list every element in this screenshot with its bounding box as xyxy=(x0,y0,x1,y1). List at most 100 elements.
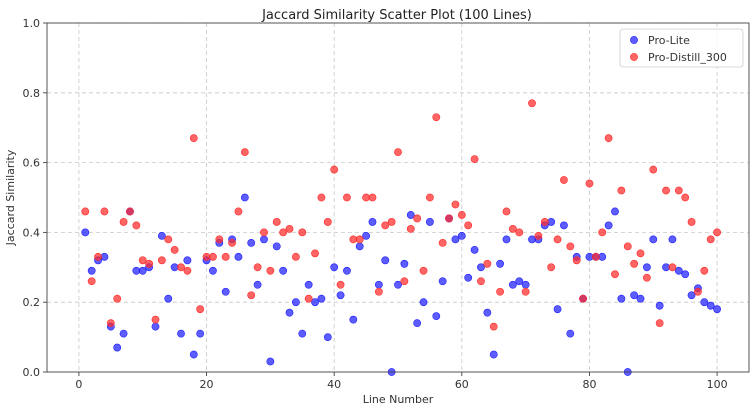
data-point xyxy=(164,235,173,244)
legend: Pro-Lite Pro-Distill_300 xyxy=(619,28,744,68)
data-point xyxy=(611,270,619,279)
x-tick-label: 20 xyxy=(200,378,214,391)
data-point xyxy=(311,298,319,307)
data-point xyxy=(355,242,364,251)
data-point xyxy=(560,221,568,230)
data-point xyxy=(138,256,147,265)
chart-title: Jaccard Similarity Scatter Plot (100 Lin… xyxy=(261,8,532,23)
data-point xyxy=(368,218,377,226)
data-point xyxy=(94,252,102,261)
data-point xyxy=(209,252,217,261)
data-point xyxy=(266,357,275,366)
data-point xyxy=(687,218,696,226)
data-point xyxy=(496,287,505,296)
data-point xyxy=(630,259,639,268)
data-point xyxy=(177,263,185,272)
data-point xyxy=(713,228,721,237)
data-point xyxy=(534,231,543,240)
data-point xyxy=(374,287,383,296)
y-tick-label: 1.0 xyxy=(23,17,41,30)
data-point xyxy=(585,179,594,188)
data-point xyxy=(209,266,217,275)
data-point xyxy=(706,235,715,244)
data-point xyxy=(87,266,96,275)
legend-label: Pro-Lite xyxy=(648,34,690,47)
data-point xyxy=(374,280,383,289)
data-point xyxy=(694,287,702,296)
data-point xyxy=(591,252,600,261)
data-point xyxy=(349,315,358,324)
data-point xyxy=(445,214,453,223)
data-point xyxy=(343,193,351,202)
data-point xyxy=(617,186,626,195)
data-point xyxy=(451,200,460,209)
data-point xyxy=(81,207,90,216)
data-point xyxy=(547,263,556,272)
data-point xyxy=(521,280,530,289)
data-point xyxy=(687,291,696,300)
data-point xyxy=(145,259,154,268)
data-point xyxy=(406,211,415,219)
data-point xyxy=(662,186,670,195)
x-tick-label: 0 xyxy=(75,378,82,391)
data-point xyxy=(387,218,396,226)
y-tick-label: 0.6 xyxy=(23,157,41,170)
data-point xyxy=(579,294,587,303)
y-axis-label: Jaccard Similarity xyxy=(4,149,17,246)
data-point xyxy=(713,305,721,314)
data-point xyxy=(157,231,166,240)
data-point xyxy=(240,148,249,157)
data-point xyxy=(394,148,402,157)
data-point xyxy=(285,308,294,317)
data-point xyxy=(234,207,243,216)
data-point xyxy=(196,329,205,338)
data-point xyxy=(291,252,300,261)
data-point xyxy=(253,263,262,272)
axis-ticks: 0 20 40 60 80 100 0.0 0.2 0.4 0.6 0.8 1.0 xyxy=(23,17,728,391)
data-point xyxy=(438,238,447,247)
data-point xyxy=(221,252,230,261)
data-point xyxy=(560,176,568,184)
data-point xyxy=(189,350,198,359)
data-point xyxy=(521,287,530,296)
data-point xyxy=(432,312,441,321)
data-point xyxy=(636,249,645,258)
data-point xyxy=(489,350,498,359)
data-point xyxy=(438,277,447,286)
data-point xyxy=(330,263,339,272)
data-point xyxy=(151,322,160,331)
data-point xyxy=(260,235,268,244)
data-point xyxy=(649,165,658,174)
data-point xyxy=(413,214,422,223)
data-point xyxy=(655,319,664,328)
series-1 xyxy=(81,193,721,376)
y-tick-label: 0.0 xyxy=(23,366,41,379)
x-tick-label: 60 xyxy=(455,378,469,391)
data-point xyxy=(234,252,243,261)
data-point xyxy=(566,242,575,251)
data-point xyxy=(196,305,205,314)
data-point xyxy=(355,235,364,244)
data-point xyxy=(642,273,651,282)
data-point xyxy=(260,228,268,237)
data-point xyxy=(515,277,524,286)
data-point xyxy=(106,319,115,328)
data-point xyxy=(304,280,313,289)
data-point xyxy=(119,329,128,338)
data-point xyxy=(157,256,166,265)
legend-box xyxy=(619,28,744,68)
data-point xyxy=(681,193,690,202)
data-point xyxy=(400,259,409,268)
data-point xyxy=(132,221,141,230)
data-point xyxy=(598,228,607,237)
data-point xyxy=(317,294,326,303)
data-point xyxy=(362,231,370,240)
data-point xyxy=(489,322,498,331)
data-point xyxy=(311,249,319,258)
data-point xyxy=(336,291,345,300)
data-point xyxy=(502,207,511,216)
data-point xyxy=(119,218,128,226)
data-point xyxy=(470,245,479,254)
data-point xyxy=(381,256,390,265)
y-tick-label: 0.2 xyxy=(23,296,41,309)
